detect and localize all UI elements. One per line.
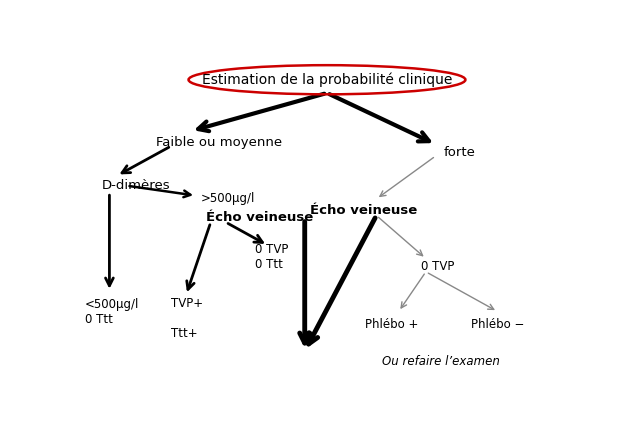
Text: Estimation de la probabilité clinique: Estimation de la probabilité clinique [202,73,452,87]
Text: D-dimères: D-dimères [102,179,170,192]
Text: 0 TVP
0 Ttt: 0 TVP 0 Ttt [255,243,288,271]
Text: Écho veineuse: Écho veineuse [311,204,418,217]
Text: Ou refaire l’examen: Ou refaire l’examen [382,355,500,368]
Text: TVP+

Ttt+: TVP+ Ttt+ [171,297,204,340]
Text: <500μg/l
0 Ttt: <500μg/l 0 Ttt [85,298,139,326]
Text: >500μg/l: >500μg/l [201,193,255,206]
Text: Faible ou moyenne: Faible ou moyenne [156,136,283,149]
Text: Écho veineuse: Écho veineuse [206,211,313,224]
Text: Phlébo +: Phlébo + [364,318,418,331]
Text: Phlébo −: Phlébo − [471,318,524,331]
Text: 0 TVP: 0 TVP [421,260,454,273]
Text: forte: forte [443,146,475,159]
